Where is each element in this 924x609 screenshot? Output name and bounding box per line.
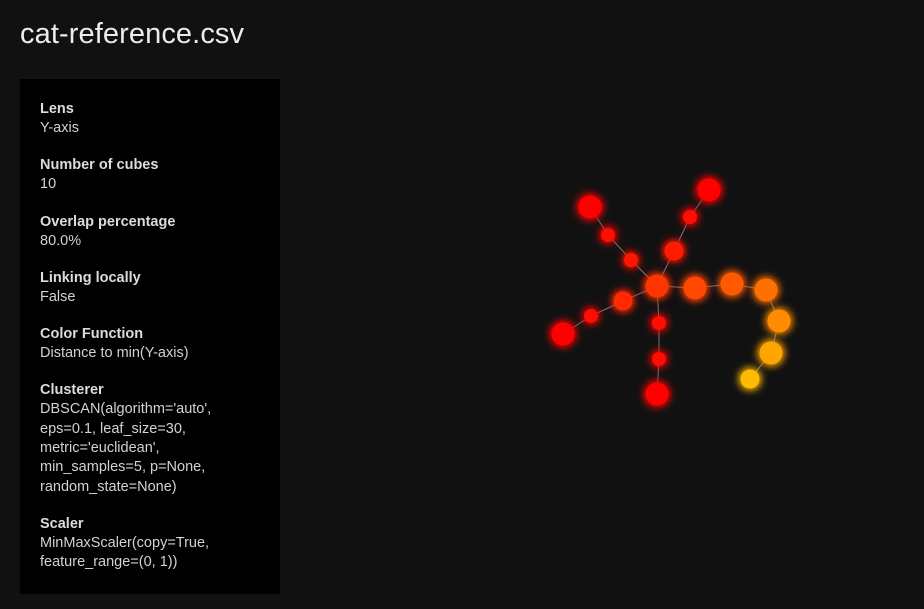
param-label: Linking locally: [40, 269, 141, 286]
graph-node[interactable]: [683, 276, 707, 300]
file-title: cat-reference.csv: [20, 18, 245, 50]
graph-node[interactable]: [759, 341, 783, 365]
graph-node[interactable]: [584, 309, 598, 323]
param-linking-locally: Linking locally False: [40, 269, 260, 307]
param-label: Number of cubes: [40, 157, 159, 174]
graph-node[interactable]: [767, 309, 791, 333]
param-value: False: [40, 288, 76, 305]
param-label: Scaler: [40, 515, 84, 532]
param-label: Overlap percentage: [40, 213, 176, 230]
param-clusterer: Clusterer DBSCAN(algorithm='auto', eps=0…: [40, 381, 260, 496]
graph-node[interactable]: [551, 322, 575, 346]
graph-node[interactable]: [601, 228, 615, 242]
param-value: 10: [40, 176, 57, 193]
graph-node[interactable]: [720, 272, 744, 296]
parameter-panel: Lens Y-axis Number of cubes 10 Overlap p…: [20, 79, 280, 594]
graph-node[interactable]: [740, 369, 760, 389]
param-value: DBSCAN(algorithm='auto', eps=0.1, leaf_s…: [40, 401, 212, 495]
graph-node[interactable]: [754, 278, 778, 302]
param-overlap-percentage: Overlap percentage 80.0%: [40, 213, 260, 251]
param-scaler: Scaler MinMaxScaler(copy=True, feature_r…: [40, 515, 260, 573]
graph-node[interactable]: [645, 382, 669, 406]
param-label: Clusterer: [40, 382, 104, 399]
graph-node[interactable]: [664, 241, 684, 261]
graph-node[interactable]: [697, 178, 721, 202]
param-value: 80.0%: [40, 232, 82, 249]
graph-node[interactable]: [645, 274, 669, 298]
param-number-of-cubes: Number of cubes 10: [40, 156, 260, 194]
param-label: Lens: [40, 101, 74, 117]
graph-node[interactable]: [683, 210, 697, 224]
param-color-function: Color Function Distance to min(Y-axis): [40, 325, 260, 363]
graph-node[interactable]: [613, 291, 633, 311]
graph-node[interactable]: [624, 253, 638, 267]
param-value: Distance to min(Y-axis): [40, 345, 189, 362]
param-value: MinMaxScaler(copy=True, feature_range=(0…: [40, 534, 210, 571]
param-label: Color Function: [40, 326, 144, 343]
graph-node[interactable]: [652, 352, 666, 366]
param-lens: Lens Y-axis: [40, 100, 260, 138]
graph-node[interactable]: [652, 316, 666, 330]
graph-node[interactable]: [578, 195, 602, 219]
graph-nodes[interactable]: [551, 178, 791, 406]
graph-edges: [562, 189, 780, 395]
param-value: Y-axis: [40, 120, 79, 136]
